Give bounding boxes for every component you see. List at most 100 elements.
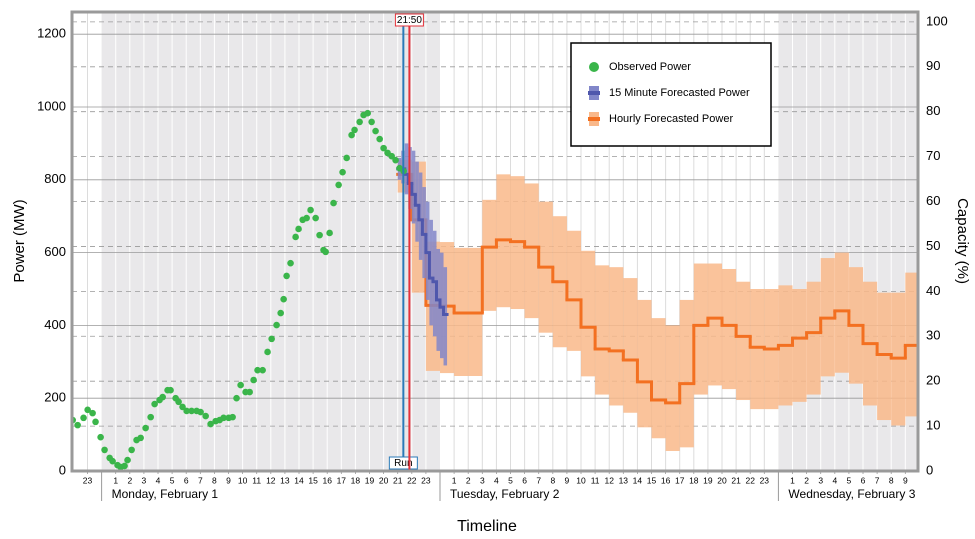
observed-point <box>312 214 319 222</box>
x-tick-label: 12 <box>266 475 276 485</box>
observed-point <box>316 231 323 239</box>
legend-icon <box>588 117 600 121</box>
x-tick-label: 8 <box>550 475 555 485</box>
y-axis-title: Power (MW) <box>11 199 28 282</box>
forecast-band <box>707 263 723 386</box>
observed-point <box>167 386 174 394</box>
legend-icon <box>588 91 600 95</box>
forecast-band <box>440 252 444 359</box>
legend-label: Hourly Forecasted Power <box>609 113 733 125</box>
x-tick-label: 5 <box>508 475 513 485</box>
x-tick-label: 23 <box>760 475 770 485</box>
x-tick-label: 17 <box>675 475 685 485</box>
x-tick-label: 9 <box>903 475 908 485</box>
forecast-band <box>665 325 680 451</box>
forecast-band <box>566 230 582 351</box>
observed-point <box>254 366 261 374</box>
x-tick-label: 1 <box>452 475 457 485</box>
forecast-band <box>806 281 821 395</box>
x-tick-label: 13 <box>619 475 629 485</box>
observed-point <box>92 418 99 426</box>
observed-point <box>259 366 266 374</box>
x-tick-label: 2 <box>466 475 471 485</box>
x-tick-label: 22 <box>745 475 755 485</box>
forecast-band <box>524 183 539 319</box>
y2-tick-label: 70 <box>926 148 940 163</box>
observed-point <box>277 309 284 317</box>
x-tick-label: 17 <box>337 475 347 485</box>
observed-point <box>229 413 236 421</box>
y-tick-label: 1200 <box>37 26 66 41</box>
observed-point <box>339 168 346 176</box>
x-tick-label: 1 <box>790 475 795 485</box>
x-tick-label: 3 <box>818 475 823 485</box>
marker-label-box <box>394 13 424 27</box>
observed-point <box>356 118 363 126</box>
x-tick-label: 8 <box>212 475 217 485</box>
forecast-band <box>623 278 638 413</box>
observed-point <box>348 131 355 139</box>
forecast-band <box>404 143 409 195</box>
x-tick-label: 3 <box>480 475 485 485</box>
observed-point <box>380 144 387 152</box>
y2-tick-label: 20 <box>926 373 940 388</box>
marker-label: 21:50 <box>397 15 422 26</box>
observed-point <box>74 421 81 429</box>
forecast-band <box>443 267 448 366</box>
x-tick-label: 3 <box>142 475 147 485</box>
observed-point <box>287 259 294 267</box>
observed-point <box>376 135 383 143</box>
x-tick-label: 1 <box>113 475 118 485</box>
observed-point <box>372 127 379 135</box>
observed-point <box>151 400 158 408</box>
x-tick-label: 20 <box>717 475 727 485</box>
y-tick-label: 200 <box>44 390 66 405</box>
x-tick-label: 10 <box>576 475 586 485</box>
x-tick-label: 21 <box>393 475 403 485</box>
x-axis-title: Timeline <box>457 518 517 535</box>
observed-point <box>128 446 135 454</box>
day-label: Monday, February 1 <box>112 487 219 501</box>
observed-point <box>84 406 91 414</box>
observed-point <box>307 206 314 214</box>
forecast-band <box>432 230 437 337</box>
x-tick-label: 11 <box>252 475 261 485</box>
observed-point <box>292 233 299 241</box>
forecast-band <box>418 172 423 260</box>
forecast-band <box>722 268 737 390</box>
x-tick-label: 16 <box>661 475 671 485</box>
x-tick-label: 14 <box>294 475 304 485</box>
forecast-band <box>609 267 624 406</box>
plot-area <box>72 12 918 471</box>
observed-point <box>273 321 280 329</box>
observed-point <box>80 414 87 422</box>
forecast-band <box>422 187 426 279</box>
x-tick-label: 9 <box>565 475 570 485</box>
y2-tick-label: 10 <box>926 418 940 433</box>
x-tick-label: 21 <box>731 475 741 485</box>
forecast-band <box>425 201 430 300</box>
y2-axis-title: Capacity (%) <box>954 198 971 284</box>
observed-point <box>246 388 253 396</box>
observed-point <box>137 434 144 442</box>
x-tick-label: 19 <box>365 475 375 485</box>
x-tick-label: 4 <box>156 475 161 485</box>
observed-point <box>220 414 227 422</box>
x-tick-label: 6 <box>184 475 189 485</box>
x-tick-label: 10 <box>238 475 248 485</box>
forecast-band <box>651 318 666 439</box>
observed-point <box>268 335 275 343</box>
forecast-band <box>581 250 596 377</box>
observed-point <box>295 225 302 233</box>
y2-tick-label: 0 <box>926 462 933 477</box>
forecast-band <box>482 199 497 311</box>
plot-border <box>70 10 920 473</box>
forecast-band <box>750 289 765 410</box>
observed-point <box>280 295 287 303</box>
x-tick-label: 4 <box>832 475 837 485</box>
observed-point <box>175 398 182 406</box>
legend-icon <box>589 62 599 72</box>
observed-point <box>124 456 131 464</box>
observed-point <box>121 462 128 470</box>
